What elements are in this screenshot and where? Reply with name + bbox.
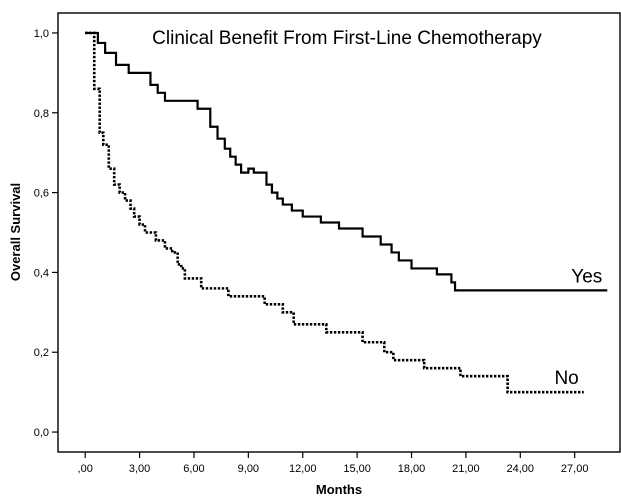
x-tick-label: 3,00 xyxy=(129,463,150,475)
y-tick-label: 1,0 xyxy=(34,28,49,40)
x-tick-label: 18,00 xyxy=(398,463,426,475)
y-tick-label: 0,2 xyxy=(34,347,49,359)
x-axis-ticks: ,00 3,00 6,00 9,00 12,00 15,00 18,00 21,00 24,00… xyxy=(78,452,589,475)
series-label-no: No xyxy=(554,368,578,389)
chart-title: Clinical Benefit From First-Line Chemoth… xyxy=(152,28,542,49)
series-line-yes xyxy=(85,31,608,292)
x-tick-label: 6,00 xyxy=(183,463,204,475)
series-label-yes: Yes xyxy=(571,266,602,287)
x-tick-label: 12,00 xyxy=(289,463,317,475)
y-tick-label: 0,4 xyxy=(34,267,49,279)
series-layer: Yes No xyxy=(85,31,608,394)
x-tick-label: 21,00 xyxy=(452,463,480,475)
y-axis-ticks: 0,0 0,2 0,4 0,6 0,8 1,0 xyxy=(34,28,58,439)
plot-area xyxy=(57,12,621,453)
x-tick-label: ,00 xyxy=(78,463,93,475)
series-line-no xyxy=(85,31,584,394)
x-axis-title: Months xyxy=(316,482,362,497)
y-tick-label: 0,8 xyxy=(34,108,49,120)
x-tick-label: 15,00 xyxy=(343,463,371,475)
y-tick-label: 0,0 xyxy=(34,427,49,439)
x-tick-label: 24,00 xyxy=(507,463,535,475)
x-tick-label: 27,00 xyxy=(561,463,589,475)
y-tick-label: 0,6 xyxy=(34,188,49,200)
y-axis-title: Overall Survival xyxy=(8,183,23,281)
x-tick-label: 9,00 xyxy=(238,463,259,475)
